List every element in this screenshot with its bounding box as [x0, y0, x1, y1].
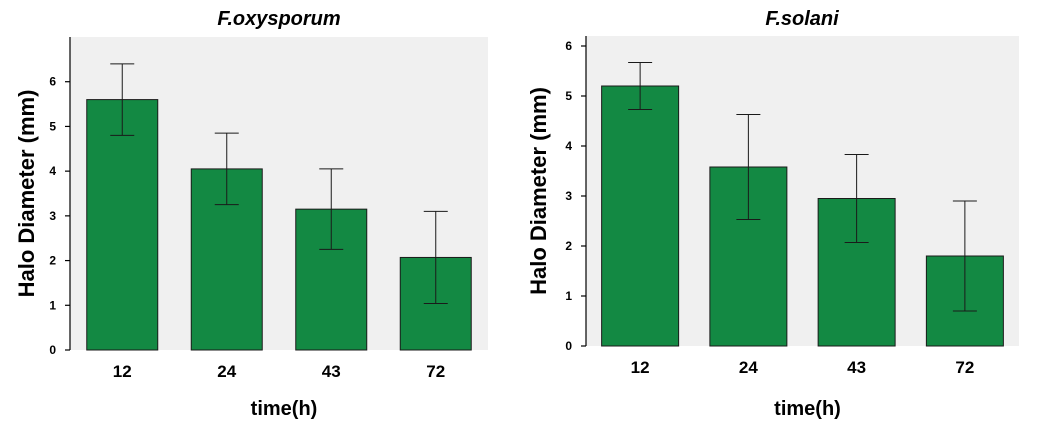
error-bar — [628, 62, 653, 110]
bar — [86, 99, 159, 351]
y-tick-label: 1 — [49, 298, 56, 312]
chart-title: F.oxysporum — [217, 8, 340, 30]
x-tick-label: 72 — [955, 358, 974, 377]
bar — [601, 85, 680, 347]
error-bar — [844, 154, 869, 243]
error-bar — [736, 114, 761, 220]
error-bar — [110, 63, 135, 136]
x-tick-label: 43 — [322, 362, 341, 381]
x-axis-label: time(h) — [774, 398, 841, 420]
x-axis-label: time(h) — [251, 398, 318, 420]
x-tick-label: 43 — [847, 358, 866, 377]
chart-title: F.solani — [765, 8, 839, 30]
error-bar — [214, 132, 239, 206]
y-tick-label: 3 — [565, 189, 572, 203]
y-tick-label: 4 — [49, 164, 56, 178]
y-tick-label: 5 — [565, 89, 572, 103]
error-bar — [423, 210, 448, 304]
y-axis-label: Halo Diameter (mm) — [526, 87, 551, 295]
y-tick-label: 1 — [565, 289, 572, 303]
y-tick-label: 6 — [565, 39, 572, 53]
y-tick-label: 3 — [49, 209, 56, 223]
x-tick-label: 12 — [631, 358, 650, 377]
y-axis-label: Halo Diameter (mm) — [14, 90, 39, 298]
x-tick-label: 72 — [426, 362, 445, 381]
y-tick-label: 0 — [49, 343, 56, 357]
x-tick-label: 24 — [217, 362, 236, 381]
x-tick-label: 12 — [113, 362, 132, 381]
error-bar — [319, 168, 344, 250]
x-tick-label: 24 — [739, 358, 758, 377]
y-tick-label: 2 — [49, 254, 56, 268]
y-tick-label: 5 — [49, 119, 56, 133]
y-tick-label: 4 — [565, 139, 572, 153]
y-tick-label: 6 — [49, 75, 56, 89]
y-tick-label: 0 — [565, 339, 572, 353]
y-tick-label: 2 — [565, 239, 572, 253]
error-bar — [952, 200, 977, 312]
